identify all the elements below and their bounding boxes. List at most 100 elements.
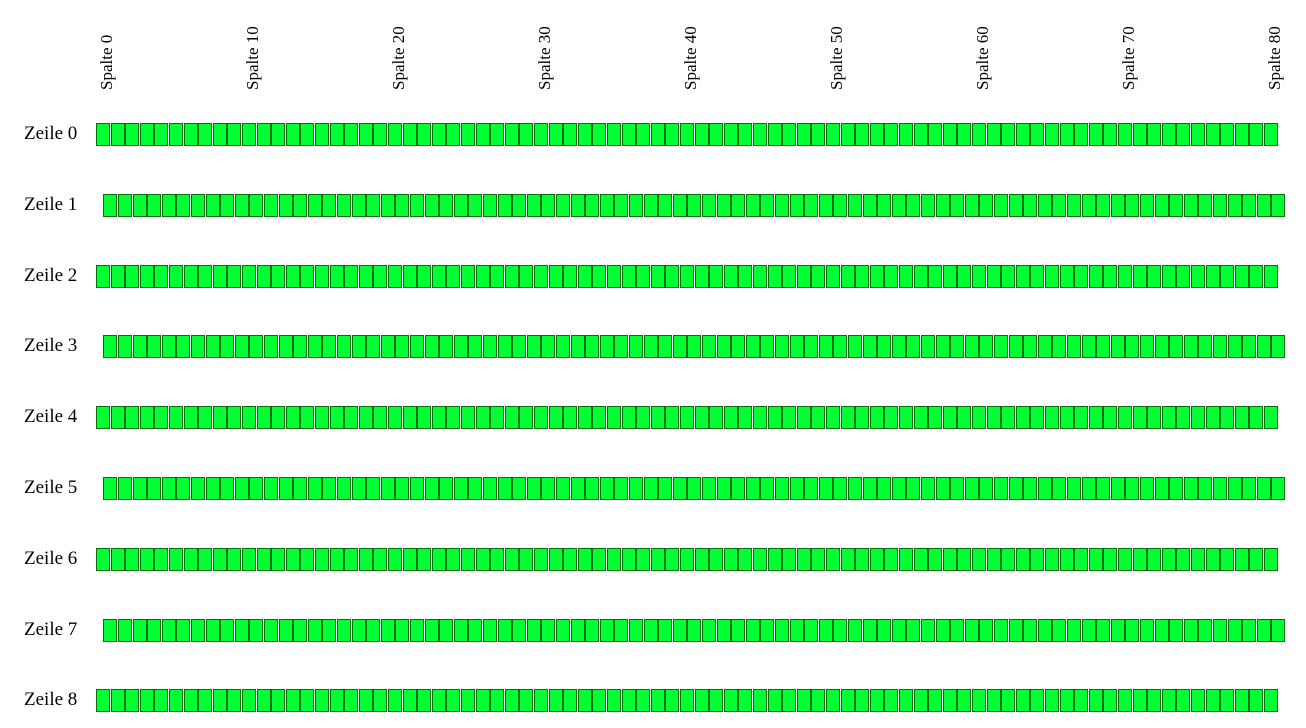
grid-cell[interactable] [424,618,439,642]
grid-cell[interactable] [599,193,614,217]
grid-cell[interactable] [256,689,271,713]
grid-cell[interactable] [307,618,322,642]
grid-cell[interactable] [811,406,826,430]
grid-cell[interactable] [760,618,775,642]
grid-cell[interactable] [1066,193,1081,217]
grid-cell[interactable] [723,264,738,288]
grid-cell[interactable] [373,406,388,430]
grid-cell[interactable] [1118,547,1132,571]
grid-cell[interactable] [935,618,950,642]
grid-cell[interactable] [373,264,388,288]
grid-cell[interactable] [453,335,468,359]
grid-cell[interactable] [534,264,548,288]
grid-cell[interactable] [242,547,256,571]
grid-cell[interactable] [1008,193,1023,217]
grid-cell[interactable] [826,123,840,146]
grid-cell[interactable] [782,689,797,713]
grid-cell[interactable] [555,618,570,642]
grid-cell[interactable] [1212,477,1227,500]
grid-cell[interactable] [767,123,782,146]
grid-cell[interactable] [220,618,235,642]
grid-cell[interactable] [789,618,804,642]
grid-cell[interactable] [1103,547,1118,571]
grid-cell[interactable] [395,193,410,217]
grid-cell[interactable] [592,123,607,146]
grid-cell[interactable] [388,123,402,146]
grid-cell[interactable] [687,193,702,217]
grid-cell[interactable] [1023,477,1038,500]
grid-cell[interactable] [409,618,424,642]
grid-cell[interactable] [234,193,249,217]
grid-cell[interactable] [950,618,965,642]
grid-cell[interactable] [585,193,600,217]
grid-cell[interactable] [1271,618,1286,642]
grid-cell[interactable] [621,689,636,713]
grid-cell[interactable] [979,477,994,500]
grid-cell[interactable] [490,123,505,146]
grid-cell[interactable] [1176,689,1191,713]
grid-cell[interactable] [431,406,446,430]
grid-cell[interactable] [461,123,475,146]
grid-cell[interactable] [614,335,629,359]
grid-cell[interactable] [804,477,819,500]
grid-cell[interactable] [431,123,446,146]
grid-cell[interactable] [169,406,183,430]
grid-cell[interactable] [687,477,702,500]
grid-cell[interactable] [1198,618,1213,642]
grid-cell[interactable] [409,477,424,500]
grid-cell[interactable] [592,264,607,288]
grid-cell[interactable] [358,689,373,713]
grid-cell[interactable] [555,477,570,500]
grid-cell[interactable] [855,264,870,288]
grid-cell[interactable] [942,264,957,288]
grid-cell[interactable] [811,123,826,146]
grid-cell[interactable] [402,406,417,430]
grid-cell[interactable] [461,406,475,430]
grid-cell[interactable] [96,406,110,430]
grid-cell[interactable] [745,193,760,217]
grid-cell[interactable] [169,264,183,288]
grid-cell[interactable] [1154,618,1169,642]
grid-cell[interactable] [723,689,738,713]
grid-cell[interactable] [607,123,621,146]
grid-cell[interactable] [1220,406,1235,430]
grid-cell[interactable] [767,264,782,288]
grid-cell[interactable] [263,335,278,359]
grid-cell[interactable] [986,406,1001,430]
grid-cell[interactable] [198,547,213,571]
grid-cell[interactable] [504,123,519,146]
grid-cell[interactable] [701,335,716,359]
grid-cell[interactable] [439,477,454,500]
grid-cell[interactable] [986,547,1001,571]
grid-cell[interactable] [1125,477,1140,500]
grid-cell[interactable] [300,547,315,571]
grid-cell[interactable] [1234,406,1249,430]
grid-cell[interactable] [293,335,308,359]
grid-cell[interactable] [1030,123,1045,146]
grid-cell[interactable] [1154,335,1169,359]
grid-cell[interactable] [1139,335,1154,359]
grid-cell[interactable] [709,264,724,288]
grid-cell[interactable] [935,477,950,500]
grid-cell[interactable] [1198,335,1213,359]
grid-cell[interactable] [358,123,373,146]
grid-cell[interactable] [1264,689,1278,713]
grid-cell[interactable] [1264,264,1278,288]
grid-cell[interactable] [607,547,621,571]
grid-cell[interactable] [1264,123,1278,146]
grid-cell[interactable] [103,193,118,217]
grid-cell[interactable] [1045,264,1059,288]
grid-cell[interactable] [431,689,446,713]
grid-cell[interactable] [402,547,417,571]
grid-cell[interactable] [1023,193,1038,217]
grid-cell[interactable] [1015,264,1030,288]
grid-cell[interactable] [650,689,665,713]
grid-cell[interactable] [263,618,278,642]
grid-cell[interactable] [774,335,789,359]
grid-cell[interactable] [183,406,198,430]
grid-cell[interactable] [358,264,373,288]
grid-cell[interactable] [782,547,797,571]
grid-cell[interactable] [1125,618,1140,642]
grid-cell[interactable] [767,547,782,571]
grid-cell[interactable] [512,335,527,359]
